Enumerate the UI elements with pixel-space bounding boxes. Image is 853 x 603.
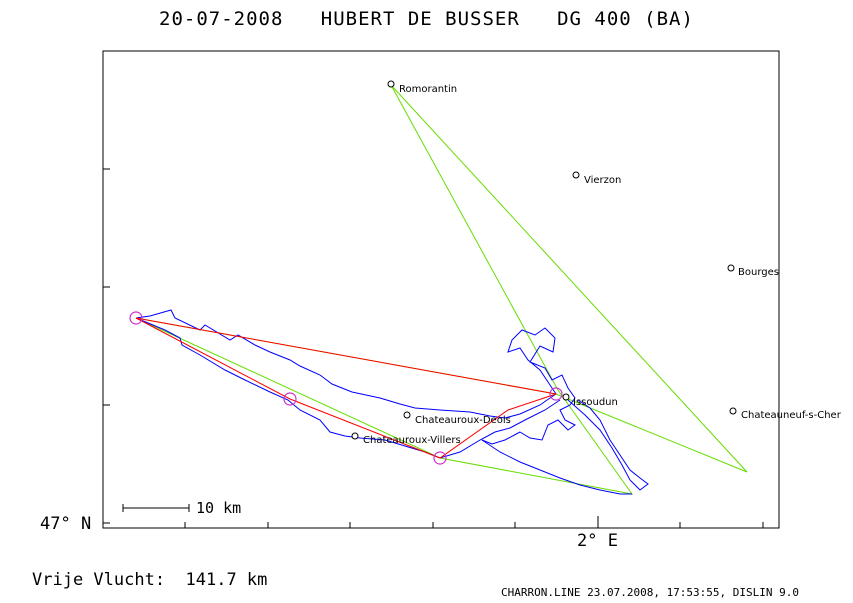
- free-flight-distance: Vrije Vlucht: 141.7 km: [32, 570, 268, 590]
- map-frame: [102, 50, 780, 529]
- town-marker-bourges: [727, 264, 735, 272]
- turnpoints: [129, 311, 563, 465]
- town-label-chateauneuf: Chateauneuf-s-Cher: [741, 410, 842, 421]
- town-marker-vierzon: [572, 171, 580, 179]
- town-label-issoudun: Issoudun: [573, 397, 618, 408]
- town-marker-romorantin: [387, 80, 395, 88]
- town-marker-chateauroux-deols: [403, 411, 411, 419]
- scale-bar: [122, 504, 190, 512]
- flight-track: [135, 309, 649, 495]
- town-label-chateauroux-villers: Chateauroux-Villers: [363, 435, 461, 446]
- bottom-axis-ticks: [184, 516, 764, 528]
- town-marker-chateauroux-villers: [351, 432, 359, 440]
- town-label-romorantin: Romorantin: [399, 84, 457, 95]
- town-label-vierzon: Vierzon: [584, 175, 621, 186]
- footer-credit: CHARRON.LINE 23.07.2008, 17:53:55, DISLI…: [501, 586, 800, 599]
- task-route: [135, 84, 748, 495]
- town-markers: [351, 80, 737, 440]
- turnpoint-3: [433, 451, 447, 465]
- optimized-route: [135, 317, 557, 459]
- town-marker-chateauneuf: [729, 407, 737, 415]
- latitude-label: 47° N: [40, 514, 92, 534]
- turnpoint-1: [129, 311, 143, 325]
- scale-bar-label: 10 km: [196, 499, 242, 517]
- map-title: 20-07-2008 HUBERT DE BUSSER DG 400 (BA): [159, 8, 694, 30]
- left-axis-ticks: [103, 168, 110, 524]
- town-label-bourges: Bourges: [738, 267, 779, 278]
- turnpoint-2: [283, 392, 297, 406]
- town-label-chateauroux-deols: Chateauroux-Deols: [415, 415, 511, 426]
- turnpoint-4: [549, 387, 563, 401]
- longitude-label: 2° E: [577, 531, 618, 551]
- town-marker-issoudun: [562, 393, 570, 401]
